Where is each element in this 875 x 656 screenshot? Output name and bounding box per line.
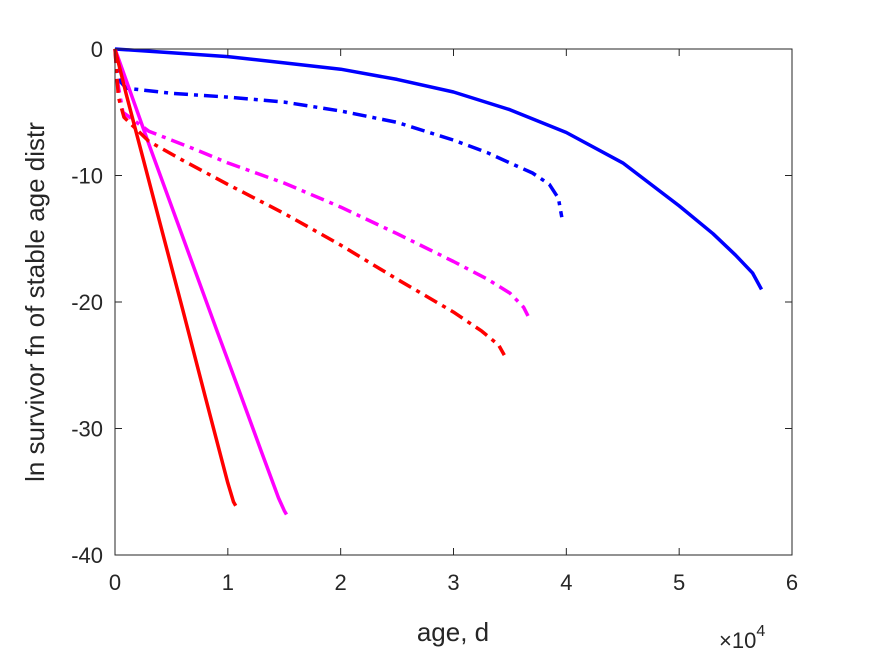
x-tick-label: 2 <box>335 570 347 595</box>
x-tick-label: 1 <box>222 570 234 595</box>
x-tick-label: 5 <box>673 570 685 595</box>
y-tick-label: -10 <box>71 164 103 189</box>
plot-area <box>115 49 792 555</box>
x-exponent-base: ×10 <box>719 628 756 653</box>
x-tick-label: 6 <box>786 570 798 595</box>
x-tick-label: 4 <box>560 570 572 595</box>
tick-layer: 0 1 2 3 4 5 6 0 -10 -20 -30 -40 <box>71 37 798 595</box>
series-line-6 <box>113 48 506 356</box>
series-line-5 <box>113 48 238 507</box>
x-exponent-power: 4 <box>756 623 765 640</box>
series-line-4 <box>113 48 530 317</box>
x-exponent-label: ×104 <box>719 623 765 653</box>
y-axis-label: ln survivor fn of stable age distr <box>20 122 50 482</box>
y-tick-label: -20 <box>71 290 103 315</box>
x-tick-label: 3 <box>447 570 459 595</box>
x-tick-label: 0 <box>109 570 121 595</box>
x-axis-label: age, d <box>417 617 489 647</box>
series-line-1 <box>114 47 764 291</box>
y-tick-label: -40 <box>71 543 103 568</box>
series-layer <box>113 47 764 516</box>
y-tick-label: -30 <box>71 417 103 442</box>
y-tick-label: 0 <box>91 37 103 62</box>
series-line-3 <box>113 48 289 516</box>
